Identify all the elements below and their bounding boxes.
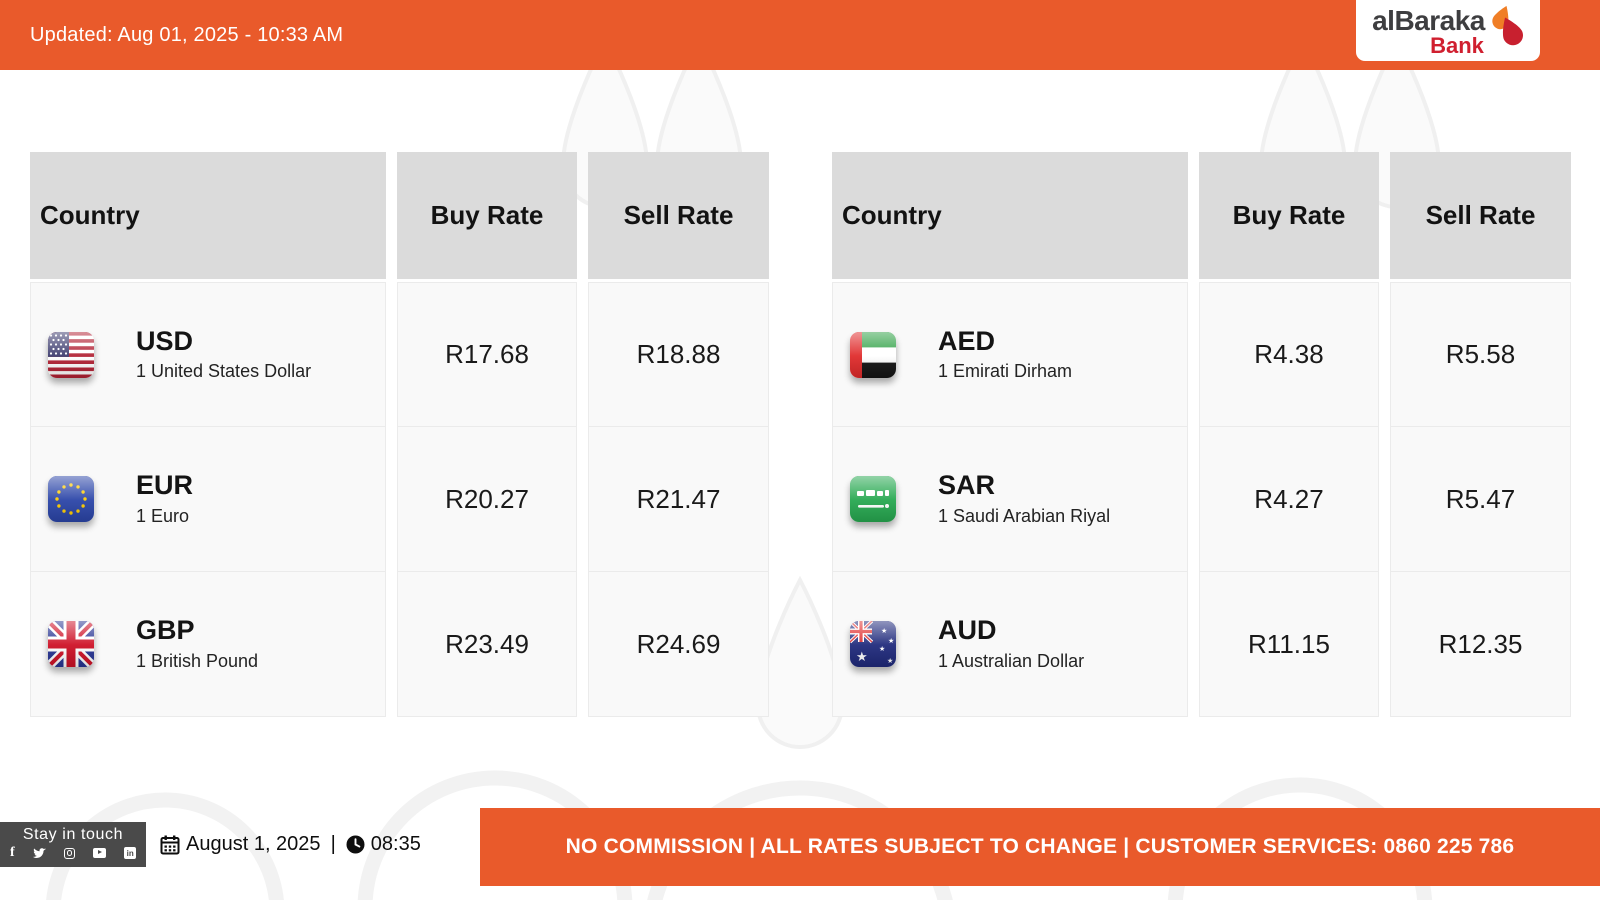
sell-rate-cell: R24.69 (588, 572, 769, 717)
svg-text:★: ★ (888, 637, 894, 645)
clock-icon (346, 835, 365, 854)
currency-row-sar: SAR 1 Saudi Arabian Riyal (832, 427, 1188, 572)
sell-rate-cell: R5.58 (1390, 282, 1571, 427)
bank-logo-text: alBaraka Bank (1372, 4, 1485, 58)
date-time: August 1, 2025 | 08:35 (160, 822, 421, 867)
linkedin-icon[interactable]: in (124, 847, 136, 859)
notice-bar: NO COMMISSION | ALL RATES SUBJECT TO CHA… (480, 808, 1600, 886)
youtube-icon[interactable] (93, 848, 107, 858)
uk-flag-icon (48, 621, 94, 667)
sell-rate-cell: R21.47 (588, 427, 769, 572)
stay-in-touch-label: Stay in touch (22, 826, 124, 843)
buy-rate-cell: R4.38 (1199, 282, 1379, 427)
eu-flag-icon (48, 476, 94, 522)
currency-code: USD (136, 325, 194, 356)
currency-label: 1 British Pound (136, 650, 259, 671)
svg-text:★: ★ (881, 627, 887, 635)
currency-row-aed: AED 1 Emirati Dirham (832, 282, 1188, 427)
column-header-country: Country (30, 152, 386, 279)
twitter-icon[interactable] (32, 847, 46, 859)
currency-code: EUR (136, 470, 194, 501)
currency-row-gbp: GBP 1 British Pound (30, 572, 386, 717)
rates-table-left: Country Buy Rate Sell Rate (30, 152, 769, 717)
sell-rate-cell: R5.47 (1390, 427, 1571, 572)
currency-row-aud: ★ ★ ★ ★ ★ AUD 1 Australian Dollar (832, 572, 1188, 717)
social-icons-row: f in (0, 844, 146, 860)
currency-label: 1 Saudi Arabian Riyal (938, 505, 1111, 526)
column-header-sell-rate: Sell Rate (588, 152, 769, 279)
calendar-icon (160, 835, 180, 854)
buy-rate-cell: R17.68 (397, 282, 577, 427)
bank-logo-sub: Bank (1430, 32, 1484, 58)
currency-row-eur: EUR 1 Euro (30, 427, 386, 572)
currency-code: SAR (938, 470, 996, 501)
updated-timestamp: Updated: Aug 01, 2025 - 10:33 AM (30, 23, 344, 46)
currency-code: GBP (136, 615, 195, 646)
currency-code: AUD (938, 615, 997, 646)
footer-date: August 1, 2025 (186, 833, 321, 855)
top-bar: Updated: Aug 01, 2025 - 10:33 AM (0, 0, 1600, 70)
svg-text:★: ★ (856, 650, 868, 665)
currency-label: 1 Australian Dollar (938, 650, 1085, 671)
bank-logo: alBaraka Bank (1356, 0, 1540, 61)
currency-code: AED (938, 325, 996, 356)
footer-separator: | (330, 833, 336, 855)
svg-text:★: ★ (887, 657, 893, 665)
australia-flag-icon: ★ ★ ★ ★ ★ (850, 621, 896, 667)
notice-text: NO COMMISSION | ALL RATES SUBJECT TO CHA… (565, 835, 1515, 858)
sell-rate-cell: R12.35 (1390, 572, 1571, 717)
column-header-buy-rate: Buy Rate (397, 152, 577, 279)
instagram-icon[interactable] (64, 847, 76, 859)
saudi-flag-icon (850, 476, 896, 522)
rates-table-right: Country Buy Rate Sell Rate AED 1 Emirati… (832, 152, 1571, 717)
column-header-sell-rate: Sell Rate (1390, 152, 1571, 279)
currency-label: 1 United States Dollar (136, 361, 312, 382)
uae-flag-icon (850, 331, 896, 378)
stay-in-touch-panel: Stay in touch f in (0, 822, 146, 867)
flame-icon (1492, 5, 1523, 45)
sell-rate-cell: R18.88 (588, 282, 769, 427)
buy-rate-cell: R23.49 (397, 572, 577, 717)
currency-row-usd: USD 1 United States Dollar (30, 282, 386, 427)
column-header-buy-rate: Buy Rate (1199, 152, 1379, 279)
column-header-country: Country (832, 152, 1188, 279)
buy-rate-cell: R11.15 (1199, 572, 1379, 717)
currency-label: 1 Euro (136, 505, 190, 526)
facebook-icon[interactable]: f (10, 845, 15, 860)
buy-rate-cell: R20.27 (397, 427, 577, 572)
bank-logo-name: alBaraka (1372, 4, 1485, 36)
currency-label: 1 Emirati Dirham (938, 361, 1073, 382)
usa-flag-icon (48, 331, 94, 378)
footer-time: 08:35 (370, 833, 421, 855)
svg-text:★: ★ (879, 645, 885, 653)
buy-rate-cell: R4.27 (1199, 427, 1379, 572)
